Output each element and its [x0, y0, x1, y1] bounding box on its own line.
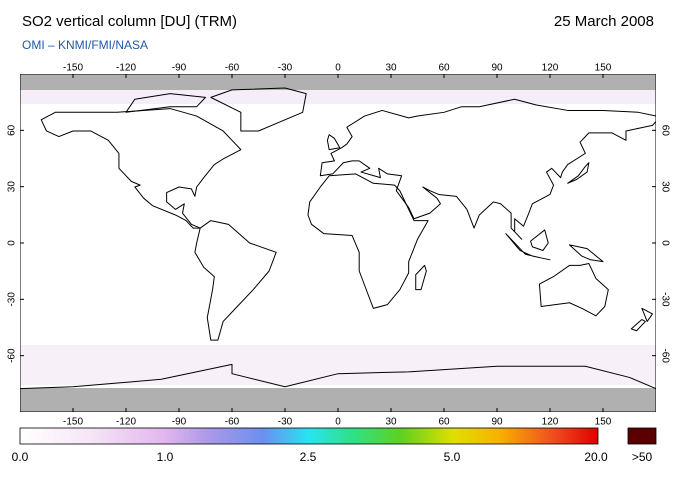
colorbar-overflow-label: >50: [632, 450, 653, 464]
lat-tick-label: 60: [7, 124, 18, 136]
lon-tick-label: 120: [542, 63, 559, 74]
lon-tick-label: -150: [63, 63, 83, 74]
lon-tick-label: -120: [116, 63, 136, 74]
greenland: [211, 88, 306, 131]
lon-tick-label: 150: [595, 417, 612, 428]
lon-tick-label: 30: [385, 63, 397, 74]
north-america: [41, 109, 241, 228]
lat-tick-label: -30: [659, 292, 670, 307]
south-america: [195, 221, 276, 340]
lon-tick-label: 60: [438, 417, 450, 428]
africa: [308, 174, 428, 308]
colorbar: 0.0 1.0 2.5 5.0 20.0 >50: [12, 427, 657, 464]
map: [20, 74, 656, 412]
antarctica: [20, 364, 656, 388]
noise-band-south: [20, 345, 656, 385]
colorbar-label: 5.0: [444, 450, 461, 464]
lon-tick-label: 0: [335, 63, 341, 74]
colorbar-overflow: [627, 427, 657, 445]
noise-band-north: [20, 90, 656, 104]
lon-tick-label: 60: [438, 63, 450, 74]
eurasia: [320, 99, 656, 239]
lon-tick-label: -120: [116, 417, 136, 428]
lon-tick-label: -90: [172, 63, 187, 74]
colorbar-scale: [19, 427, 599, 445]
lat-tick-label: -60: [7, 348, 18, 363]
coastlines: [20, 88, 656, 389]
date: 25 March 2008: [554, 13, 654, 30]
lon-tick-label: -30: [278, 63, 293, 74]
lat-tick-label: -60: [659, 348, 670, 363]
lon-tick-label: 150: [595, 63, 612, 74]
lon-tick-label: -60: [225, 417, 240, 428]
lat-tick-label: 60: [659, 125, 670, 137]
lon-tick-label: 120: [542, 417, 559, 428]
title: SO2 vertical column [DU] (TRM): [22, 13, 237, 30]
lat-tick-label: -30: [7, 292, 18, 307]
colorbar-label: 2.5: [300, 450, 317, 464]
lat-tick-label: 30: [659, 181, 670, 193]
lon-tick-label: 0: [335, 417, 341, 428]
madagascar: [416, 265, 427, 289]
lon-tick-label: -90: [172, 417, 187, 428]
new-zealand: [631, 308, 652, 330]
lat-tick-label: 30: [7, 181, 18, 193]
japan: [568, 163, 589, 184]
lon-tick-label: -150: [63, 417, 83, 428]
lon-tick-label: 90: [491, 63, 503, 74]
lon-tick-label: 30: [385, 417, 397, 428]
colorbar-label: 0.0: [12, 450, 29, 464]
lat-tick-label: 0: [659, 240, 670, 246]
lon-tick-label: -60: [225, 63, 240, 74]
colorbar-label: 1.0: [157, 450, 174, 464]
colorbar-label: 20.0: [584, 450, 608, 464]
australia: [539, 264, 608, 316]
lon-tick-label: 90: [491, 417, 503, 428]
indonesia: [506, 230, 603, 262]
lat-tick-label: 0: [7, 240, 18, 246]
arctic-islands: [126, 94, 206, 113]
source: OMI – KNMI/FMI/NASA: [22, 38, 148, 52]
great-britain: [327, 135, 339, 150]
map-axes: -150 -150 -120 -120 -90 -90 -60 -60 -30 -30 0 0 30 30…: [7, 63, 671, 428]
lon-tick-label: -30: [278, 417, 293, 428]
